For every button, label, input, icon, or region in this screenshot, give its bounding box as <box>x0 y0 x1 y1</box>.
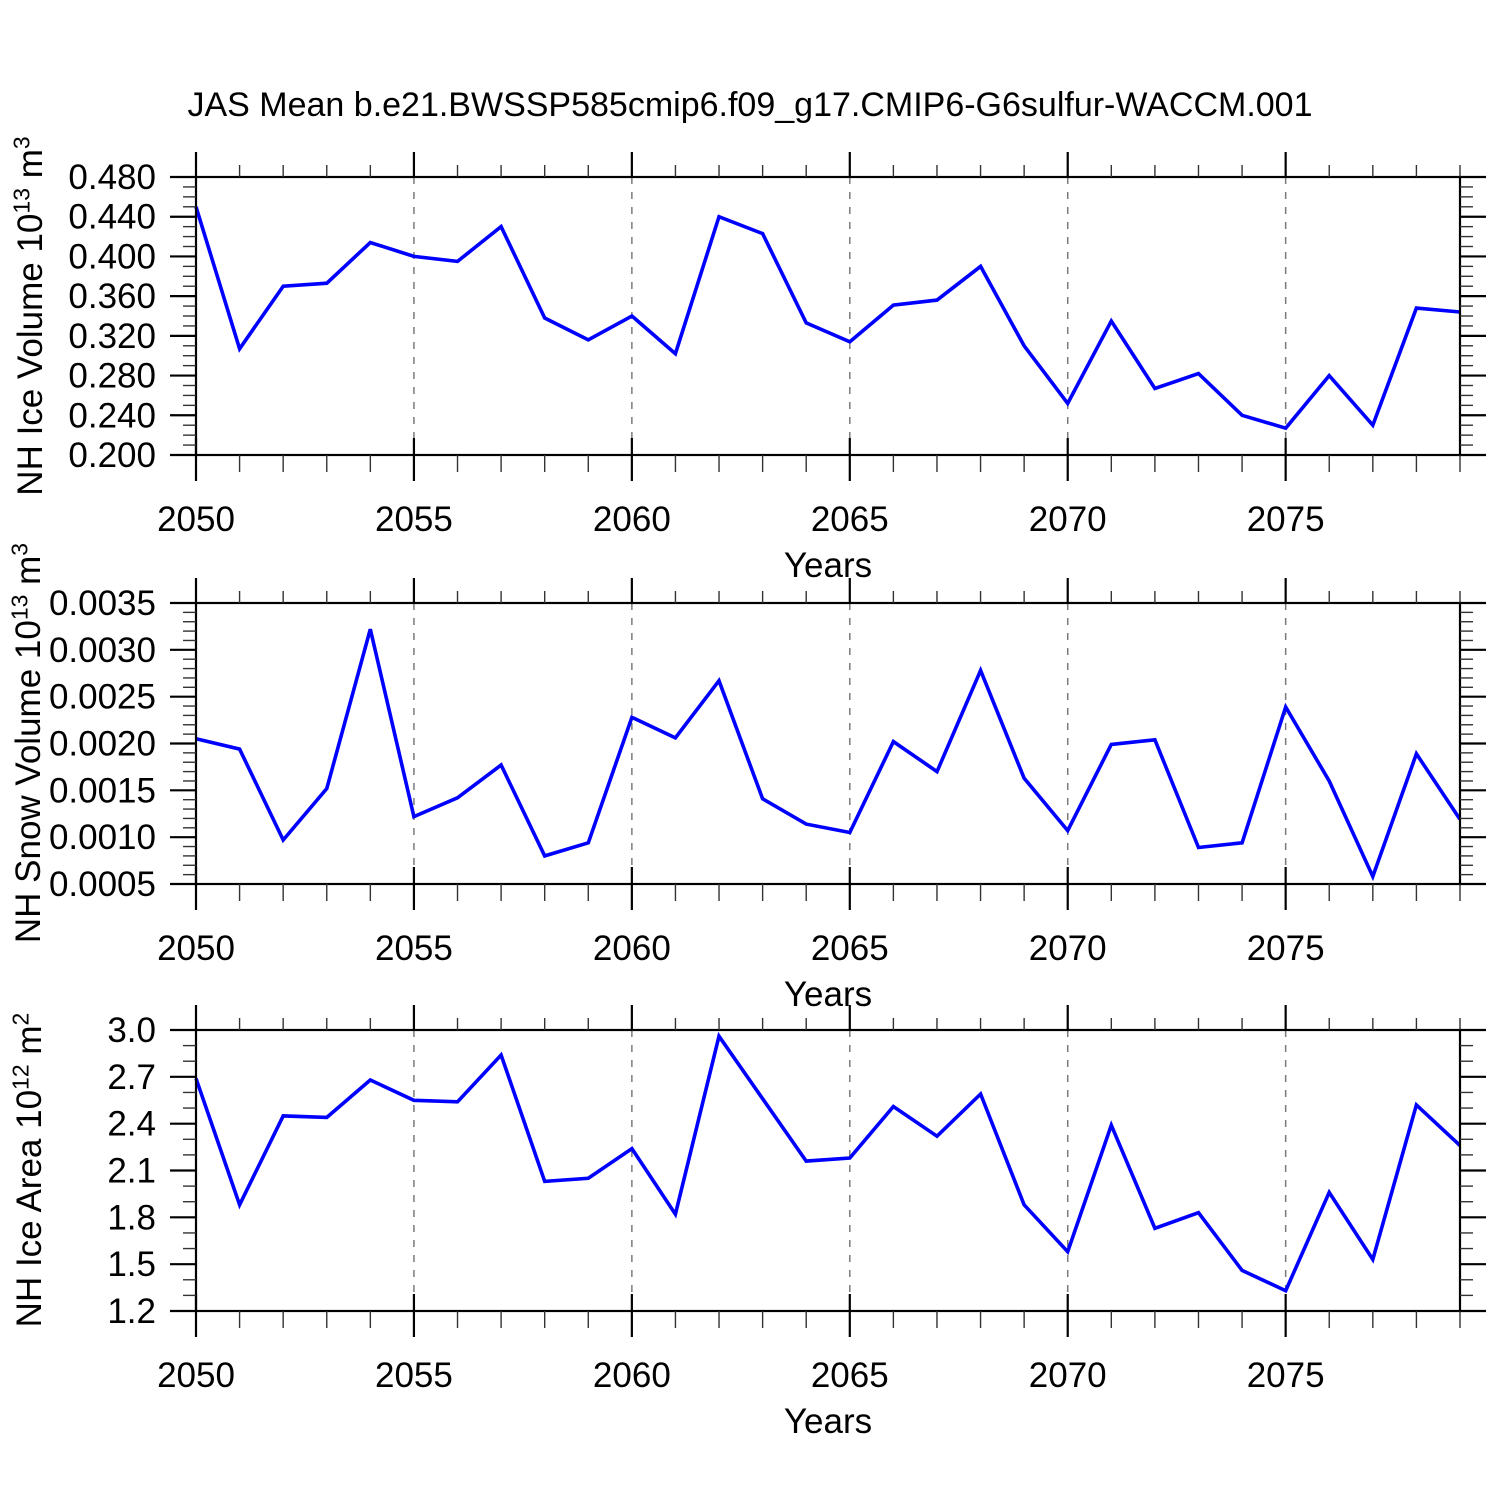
nh-ice-volume-ytick-label: 0.280 <box>68 357 156 396</box>
nh-ice-volume-frame <box>194 175 1462 457</box>
nh-ice-area-line <box>194 1031 1462 1294</box>
nh-ice-area-xtick-label: 2065 <box>811 1356 889 1395</box>
nh-ice-volume-ytick-label: 0.400 <box>68 237 156 276</box>
nh-ice-area-xtick-label: 2050 <box>157 1356 235 1395</box>
nh-ice-area-xtick-label: 2070 <box>1029 1356 1107 1395</box>
nh-snow-volume-frame <box>194 601 1462 886</box>
ylabel-exponent: 13 <box>8 188 35 214</box>
nh-snow-volume-ytick-label: 0.0010 <box>49 818 156 857</box>
nh-ice-volume-xtick-label: 2075 <box>1247 500 1325 539</box>
ylabel-unit: m <box>11 149 50 188</box>
nh-ice-volume-line <box>194 206 1461 431</box>
nh-snow-volume-x-axis-label: Years <box>784 975 872 1014</box>
ylabel-text: NH Ice Volume 10 <box>11 213 50 496</box>
nh-ice-volume-x-axis-label: Years <box>784 546 872 585</box>
nh-ice-area-ytick-label: 1.5 <box>107 1245 156 1284</box>
nh-ice-area-ytick-label: 1.2 <box>107 1292 156 1331</box>
nh-snow-volume-xtick-label: 2070 <box>1029 929 1107 968</box>
nh-ice-volume-ytick-label: 0.200 <box>68 436 156 475</box>
nh-ice-area-xtick-label: 2075 <box>1247 1356 1325 1395</box>
nh-ice-volume-xtick-label: 2050 <box>157 500 235 539</box>
nh-ice-volume-xtick-label: 2070 <box>1029 500 1107 539</box>
nh-snow-volume-line <box>195 628 1462 882</box>
nh-snow-volume-xtick-label: 2060 <box>593 929 671 968</box>
ylabel-text: NH Ice Area 10 <box>10 1089 49 1328</box>
ylabel-unit-exponent: 2 <box>7 1012 34 1026</box>
ylabel-unit-exponent: 3 <box>8 136 35 150</box>
nh-ice-area-frame <box>194 1028 1462 1313</box>
nh-ice-area-ytick-label: 3.0 <box>107 1011 156 1050</box>
ice-area-y-axis-label: NH Ice Area 1012 m2 <box>7 920 53 1420</box>
nh-snow-volume-xtick-label: 2075 <box>1247 929 1325 968</box>
ice-volume-y-axis-label: NH Ice Volume 1013 m3 <box>8 66 54 566</box>
nh-snow-volume-ytick-label: 0.0020 <box>49 725 156 764</box>
chart-title: JAS Mean b.e21.BWSSP585cmip6.f09_g17.CMI… <box>187 86 1313 124</box>
nh-snow-volume-xtick-label: 2050 <box>157 929 235 968</box>
nh-ice-area-ytick-label: 2.4 <box>107 1105 156 1144</box>
nh-ice-volume-ytick-label: 0.240 <box>68 396 156 435</box>
ylabel-unit: m <box>9 555 48 595</box>
nh-ice-volume-xtick-label: 2055 <box>375 500 453 539</box>
nh-ice-area-ytick-label: 2.7 <box>107 1058 156 1097</box>
nh-ice-area-ytick-label: 2.1 <box>107 1152 156 1191</box>
nh-ice-area-x-axis-label: Years <box>784 1402 872 1441</box>
nh-snow-volume-ytick-label: 0.0035 <box>49 584 156 623</box>
nh-ice-area-xtick-label: 2060 <box>593 1356 671 1395</box>
nh-snow-volume-xtick-label: 2065 <box>811 929 889 968</box>
nh-ice-volume-ytick-label: 0.320 <box>68 317 156 356</box>
ylabel-unit: m <box>10 1025 49 1065</box>
ylabel-exponent: 12 <box>7 1064 34 1090</box>
nh-ice-area-ytick-label: 1.8 <box>107 1198 156 1237</box>
nh-snow-volume-ytick-label: 0.0015 <box>49 771 156 810</box>
snow-volume-y-axis-label: NH Snow Volume 1013 m3 <box>6 493 52 993</box>
panel-nh-ice-area: 1.2 1.5 1.8 2.1 2.4 2.7 3.0 2050 2055 2060 2065 207… <box>107 1005 1486 1441</box>
panel-nh-snow-volume: 0.0005 0.0010 0.0015 0.0020 0.0025 0.0030 0.00… <box>49 578 1486 1014</box>
nh-ice-volume-xtick-label: 2065 <box>811 500 889 539</box>
nh-snow-volume-ytick-label: 0.0025 <box>49 678 156 717</box>
nh-snow-volume-xtick-label: 2055 <box>375 929 453 968</box>
nh-snow-volume-ytick-label: 0.0030 <box>49 631 156 670</box>
nh-ice-volume-ytick-label: 0.360 <box>68 277 156 316</box>
nh-ice-volume-ytick-label: 0.440 <box>68 198 156 237</box>
ylabel-exponent: 13 <box>6 594 33 621</box>
nh-snow-volume-ytick-label: 0.0005 <box>49 865 156 904</box>
ylabel-unit-exponent: 3 <box>6 542 33 556</box>
nh-ice-volume-xtick-label: 2060 <box>593 500 671 539</box>
panel-nh-ice-volume: 0.2000.2400.2800.3200.3600.4000.4400.480… <box>68 152 1486 585</box>
ylabel-text: NH Snow Volume 10 <box>9 620 48 944</box>
nh-ice-volume-ytick-label: 0.480 <box>68 158 156 197</box>
nh-ice-area-xtick-label: 2055 <box>375 1356 453 1395</box>
